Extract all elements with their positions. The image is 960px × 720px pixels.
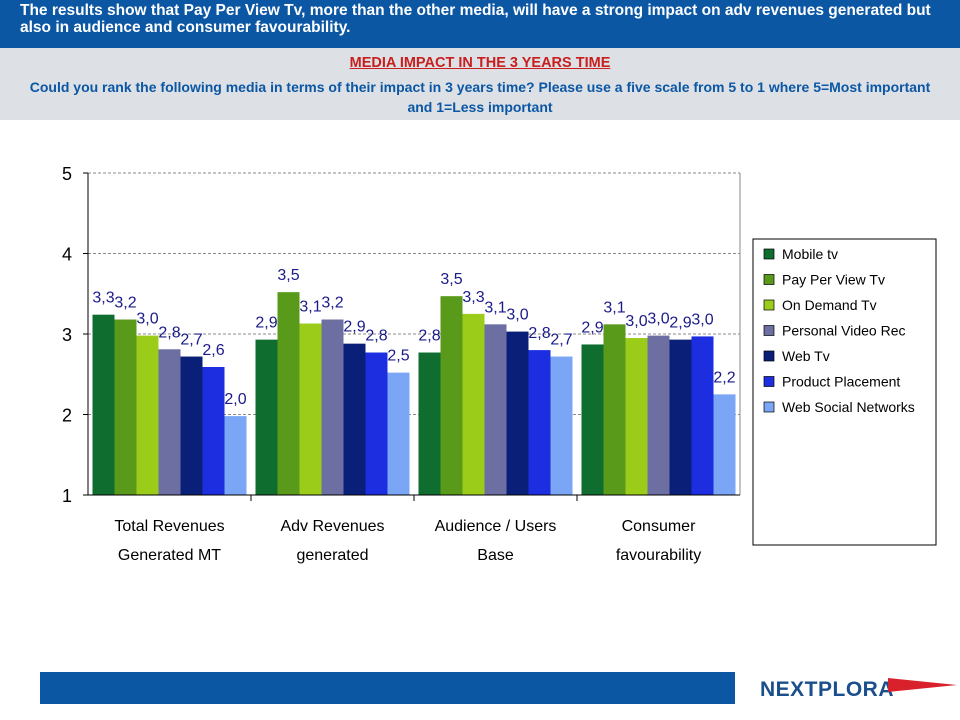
bar-value-label: 2,6: [202, 342, 224, 359]
legend-label: Web Tv: [782, 348, 830, 364]
bar-value-label: 3,0: [647, 311, 669, 328]
bar-value-label: 3,1: [299, 299, 321, 316]
bar: [625, 338, 648, 495]
legend-label: Mobile tv: [782, 246, 838, 262]
bar: [321, 319, 344, 495]
y-tick-label: 5: [62, 164, 72, 184]
bar-value-label: 2,8: [365, 328, 387, 345]
legend-label: Web Social Networks: [782, 399, 915, 415]
bar-value-label: 2,0: [224, 391, 246, 408]
bar-value-label: 3,0: [691, 311, 713, 328]
bar-value-label: 2,9: [581, 319, 603, 336]
bar-value-label: 3,3: [462, 289, 484, 306]
y-tick-label: 2: [62, 406, 72, 426]
bar: [484, 324, 507, 495]
bar-value-label: 3,5: [440, 271, 462, 288]
chart-legend: Mobile tv Pay Per View Tv On Demand Tv Pers…: [752, 238, 937, 546]
legend-label: On Demand Tv: [782, 297, 877, 313]
bar: [343, 343, 366, 495]
x-category-label: favourability: [616, 547, 701, 564]
bar-chart: 1 2 3 4 5 Total Revenues Generated MT Adv Reven…: [62, 164, 937, 564]
plot-axes: 1 2 3 4 5 Total Revenues Generated MT Adv Reven…: [62, 164, 740, 564]
top-banner: [0, 0, 960, 48]
plot-labels: 3,3 3,23,02,8 2,72,62,02,93,53,1 3,22,92,82…: [92, 267, 735, 408]
bar-value-label: 2,9: [343, 319, 365, 336]
legend-label: Pay Per View Tv: [782, 272, 885, 288]
header-text: The results show that Pay Per View Tv, m…: [20, 2, 931, 36]
legend-swatch: [763, 376, 775, 387]
bar: [603, 324, 626, 495]
bar: [550, 356, 573, 495]
legend-swatch: [763, 350, 775, 362]
bar: [180, 356, 203, 495]
bar-value-label: 2,8: [528, 325, 550, 342]
bar: [299, 323, 322, 495]
bar-value-label: 2,9: [255, 315, 277, 332]
bar-value-label: 2,7: [550, 332, 572, 349]
bar: [224, 416, 247, 495]
bar: [365, 352, 388, 495]
y-tick-label: 4: [62, 245, 72, 265]
bar: [277, 292, 300, 495]
x-category-label: Adv Revenues: [280, 518, 384, 535]
survey-question: Could you rank the following media in te…: [29, 79, 931, 115]
legend-box: [752, 238, 937, 546]
bar: [92, 314, 115, 495]
y-tick-label: 3: [62, 325, 72, 345]
bar-value-label: 2,7: [180, 332, 202, 349]
legend-swatch: [763, 248, 775, 260]
bar-value-label: 2,2: [713, 369, 735, 386]
logo-flag-shape: [888, 678, 957, 692]
bar: [647, 335, 670, 495]
bar: [462, 313, 485, 495]
legend-swatch: [763, 325, 775, 336]
legend-swatch: [763, 401, 775, 413]
bar-value-label: 2,5: [387, 348, 409, 365]
x-category-label: Consumer: [622, 518, 696, 535]
subtitle-band: [0, 48, 960, 120]
bar: [713, 394, 736, 495]
plot-grid: [88, 172, 741, 495]
legend-label: Product Placement: [782, 374, 900, 390]
legend-label: Personal Video Rec: [782, 323, 905, 339]
bar: [255, 339, 278, 495]
bar: [528, 350, 551, 495]
section-title: MEDIA IMPACT IN THE 3 YEARS TIME: [349, 55, 611, 71]
bar-value-label: 2,8: [158, 324, 180, 341]
bar-value-label: 3,0: [136, 311, 158, 328]
plot-bars: [92, 292, 736, 495]
nextplora-logo: NEXTPLORA: [760, 678, 957, 701]
x-category-label: Base: [477, 547, 514, 564]
bar-value-label: 3,3: [92, 290, 114, 307]
bar-value-label: 3,1: [603, 299, 625, 316]
bar-value-label: 3,2: [114, 295, 136, 312]
bar-value-label: 3,1: [484, 299, 506, 316]
bar: [114, 319, 137, 495]
legend-swatch: [763, 274, 775, 285]
legend-swatch: [763, 299, 775, 311]
bar-value-label: 3,2: [321, 295, 343, 312]
footer-bar: [40, 672, 735, 704]
bar-value-label: 2,9: [669, 315, 691, 332]
bar: [418, 352, 441, 495]
bar-value-label: 3,5: [277, 267, 299, 284]
x-category-label: generated: [296, 547, 368, 564]
bar: [691, 336, 714, 495]
x-category-label: Audience / Users: [435, 518, 557, 535]
bar: [440, 296, 463, 495]
y-tick-label: 1: [62, 486, 72, 506]
bar: [158, 349, 181, 495]
bar: [387, 372, 410, 495]
x-category-label: Generated MT: [118, 547, 221, 564]
bar: [136, 335, 159, 495]
bar-value-label: 3,0: [625, 313, 647, 330]
bar: [581, 344, 604, 495]
bar: [506, 331, 529, 495]
x-category-label: Total Revenues: [114, 518, 224, 535]
logo-text: NEXTPLORA: [760, 678, 894, 701]
bar: [202, 367, 225, 495]
bar: [669, 339, 692, 495]
bar-value-label: 2,8: [418, 328, 440, 345]
bar-value-label: 3,0: [506, 307, 528, 324]
